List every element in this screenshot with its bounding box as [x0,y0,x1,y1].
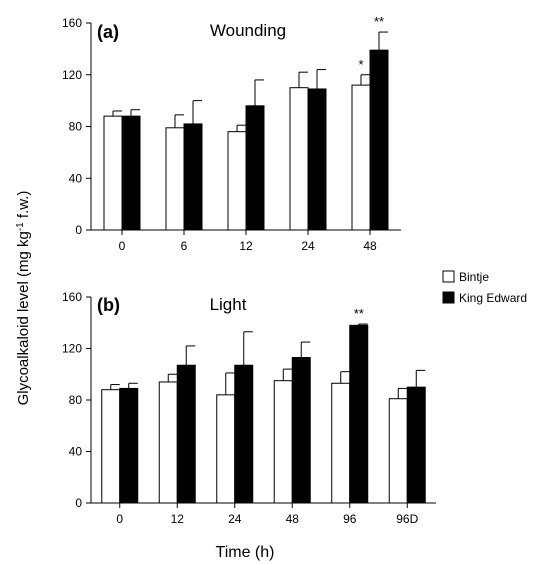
y-axis-label-exponent: -1 [15,222,26,231]
y-tick-label: 80 [69,120,83,134]
x-tick-label: 12 [171,512,185,526]
bar-bintje [273,380,293,504]
bar-bintje [388,398,408,504]
x-axis-label: Time (h) [216,544,275,561]
x-tick-label: 48 [363,239,377,253]
x-tick-label: 96 [343,512,357,526]
y-tick-label: 120 [62,68,82,82]
bar-bintje [227,131,247,231]
legend-label-bintje: Bintje [459,270,489,284]
x-tick-label: 12 [239,239,253,253]
legend: Bintje King Edward [442,270,527,305]
panel-b: 0 40 80 120 160 (b) Light 0 12 24 48 96 96D ** [62,290,436,526]
x-tick-label: 48 [286,512,300,526]
y-tick-label: 40 [69,171,83,185]
y-axis-label-unit: f.w.) [15,191,32,223]
legend-swatch-bintje [442,270,455,283]
bar-king-edward [183,123,203,231]
bar-bintje [331,382,351,504]
bar-king-edward [245,105,265,231]
y-tick-label: 80 [69,393,83,407]
bar-king-edward [176,364,196,504]
legend-swatch-king-edward [442,291,455,304]
y-tick-label: 40 [69,445,83,459]
bar-bintje [158,381,178,504]
x-tick-label: 24 [301,239,315,253]
bar-king-edward [406,386,426,504]
panel-title: Wounding [210,21,286,40]
significance-marker: ** [374,14,384,29]
bar-king-edward [121,115,141,231]
bar-bintje [165,127,185,231]
bar-king-edward [119,387,139,504]
bar-bintje [101,389,121,504]
bar-king-edward [307,88,327,231]
bar-bintje [351,84,371,231]
x-tick-label: 0 [116,512,123,526]
legend-label-king-edward: King Edward [459,291,527,305]
y-tick-label: 160 [62,16,82,30]
bar-bintje [216,394,236,504]
x-tick-label: 24 [228,512,242,526]
panel-label: (b) [97,295,120,315]
bar-king-edward [369,49,389,231]
significance-marker: * [358,57,363,72]
x-tick-label: 6 [181,239,188,253]
y-tick-label: 0 [75,223,82,237]
bar-bintje [289,87,309,231]
bar-king-edward [291,357,311,504]
y-tick-label: 160 [62,290,82,304]
panel-label: (a) [97,22,119,42]
panel-title: Light [210,295,247,314]
y-axis-label-main: Glycoalkaloid level (mg kg [15,231,32,405]
bar-king-edward [234,364,254,504]
y-tick-label: 120 [62,342,82,356]
x-tick-label: 0 [119,239,126,253]
significance-marker: ** [354,306,364,321]
y-tick-label: 0 [75,496,82,510]
bar-bintje [103,115,123,231]
x-tick-label: 96D [396,512,418,526]
bar-king-edward [349,324,369,504]
y-axis-label: Glycoalkaloid level (mg kg-1 f.w.) [15,191,32,406]
